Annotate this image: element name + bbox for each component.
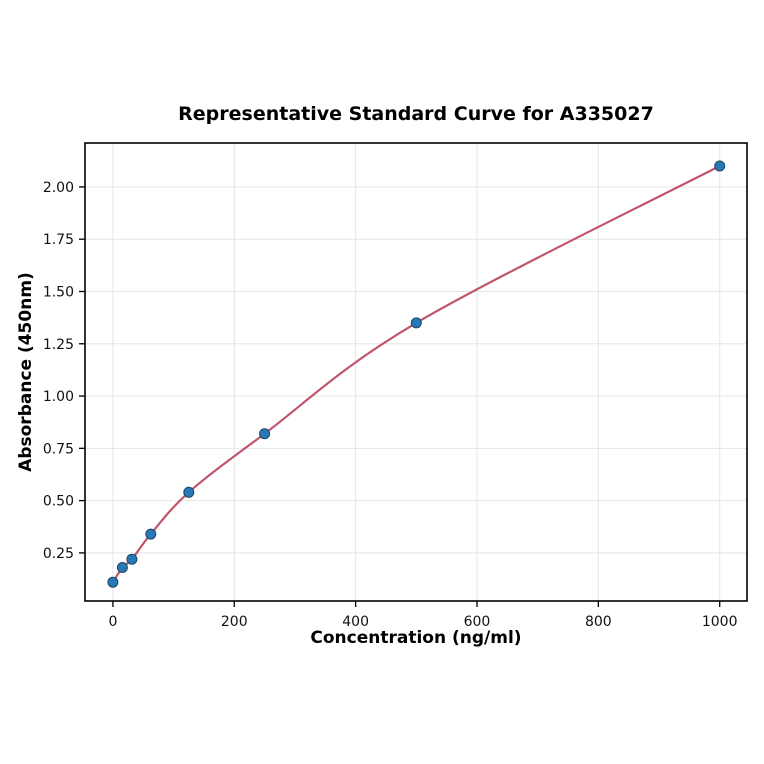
x-tick-label: 800 bbox=[585, 614, 612, 630]
chart-title: Representative Standard Curve for A33502… bbox=[178, 103, 654, 125]
data-point bbox=[145, 528, 157, 540]
x-tick-label: 1000 bbox=[702, 614, 738, 630]
y-tick-label: 1.75 bbox=[43, 232, 74, 248]
data-point bbox=[259, 428, 271, 440]
y-tick-label: 2.00 bbox=[43, 180, 74, 196]
data-point bbox=[126, 553, 138, 565]
y-tick-label: 1.00 bbox=[43, 389, 74, 405]
data-point bbox=[116, 562, 128, 573]
y-tick-label: 1.50 bbox=[43, 284, 74, 300]
fit-curve bbox=[111, 164, 721, 584]
data-point bbox=[410, 317, 422, 329]
y-axis-label: Absorbance (450nm) bbox=[16, 272, 36, 472]
y-tick-label: 0.75 bbox=[43, 441, 74, 457]
y-tick-label: 1.25 bbox=[43, 337, 74, 353]
x-tick-label: 600 bbox=[464, 614, 491, 630]
y-tick-label: 0.50 bbox=[43, 494, 74, 510]
x-tick-label: 400 bbox=[342, 614, 369, 630]
data-point bbox=[714, 160, 726, 172]
y-tick-label: 0.25 bbox=[43, 546, 74, 562]
x-axis-label: Concentration (ng/ml) bbox=[310, 628, 522, 648]
x-tick-label: 200 bbox=[221, 614, 248, 630]
x-tick-label: 0 bbox=[108, 614, 117, 630]
plot-border bbox=[84, 142, 748, 602]
data-point bbox=[183, 486, 195, 498]
data-point bbox=[107, 576, 119, 588]
